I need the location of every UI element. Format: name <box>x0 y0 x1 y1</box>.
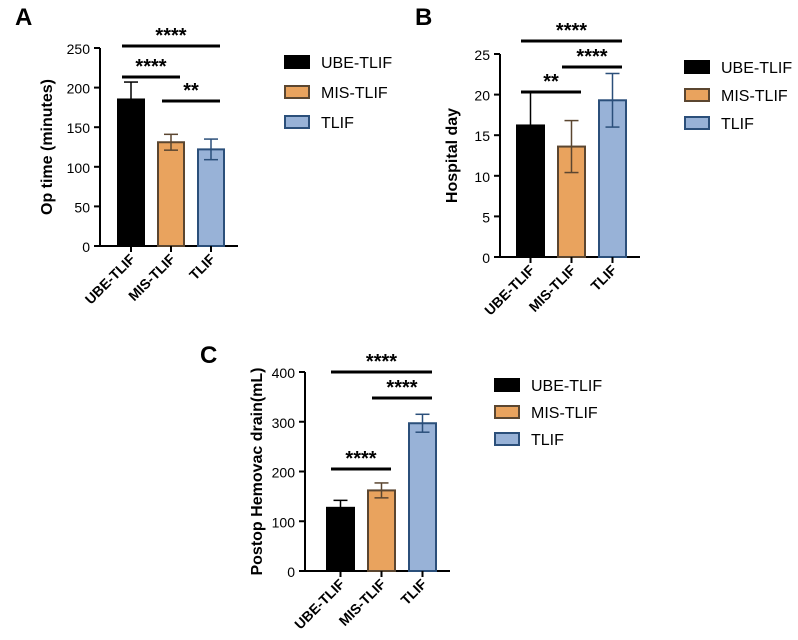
legend-label: MIS-TLIF <box>721 88 788 105</box>
y-axis-label: Hospital day <box>444 108 461 203</box>
significance-label: **** <box>345 448 376 470</box>
legend-swatch <box>284 115 310 129</box>
y-tick-label: 5 <box>482 209 490 225</box>
y-tick-label: 300 <box>272 415 296 431</box>
significance-label: **** <box>576 46 607 68</box>
bar <box>408 422 437 572</box>
legend-swatch <box>494 405 520 419</box>
legend-swatch <box>684 60 710 74</box>
panel-letter: A <box>15 4 32 31</box>
legend-label: UBE-TLIF <box>531 378 602 395</box>
legend-swatch <box>494 432 520 446</box>
y-axis-label: Postop Hemovac drain(mL) <box>249 367 266 575</box>
bar <box>197 148 225 248</box>
bar <box>367 489 396 572</box>
y-axis-label: Op time (minutes) <box>39 79 56 215</box>
chart-panel-c: C 0 100 200 300 400 Postop Hemovac drain(mL) UB… <box>200 342 602 632</box>
legend-swatch <box>684 116 710 130</box>
y-tick-label: 50 <box>74 199 90 215</box>
y-tick-label: 20 <box>474 88 490 104</box>
y-tick-label: 10 <box>474 169 490 185</box>
x-tick-label: TLIF <box>587 261 620 294</box>
significance-label: **** <box>556 20 587 42</box>
legend-swatch <box>284 85 310 99</box>
significance-label: **** <box>386 377 417 399</box>
legend-label: UBE-TLIF <box>721 60 792 77</box>
panel-letter: C <box>200 342 217 369</box>
significance-label: **** <box>155 25 186 47</box>
y-tick-label: 200 <box>272 465 296 481</box>
chart-panel-b: B 0 5 10 15 20 25 Hospital day UBE-TLIF MIS-TLIF T… <box>415 4 792 318</box>
y-tick-label: 250 <box>67 41 91 57</box>
legend-label: MIS-TLIF <box>531 405 598 422</box>
y-tick-label: 200 <box>67 81 91 97</box>
legend-label: TLIF <box>321 115 354 132</box>
legend-swatch <box>684 88 710 102</box>
x-tick-label: UBE-TLIF <box>291 575 348 632</box>
y-tick-label: 150 <box>67 120 91 136</box>
legend-label: TLIF <box>721 116 754 133</box>
y-tick-label: 0 <box>287 564 295 580</box>
bar <box>598 99 627 258</box>
x-tick-label: UBE-TLIF <box>481 261 538 318</box>
y-tick-label: 15 <box>474 128 490 144</box>
x-tick-label: TLIF <box>397 575 430 608</box>
significance-label: **** <box>366 351 397 373</box>
y-tick-label: 25 <box>474 47 490 63</box>
legend-label: UBE-TLIF <box>321 55 392 72</box>
bar <box>157 141 185 247</box>
legend-label: TLIF <box>531 432 564 449</box>
bar <box>117 98 145 248</box>
y-tick-label: 100 <box>272 514 296 530</box>
legend-label: MIS-TLIF <box>321 85 388 102</box>
legend-swatch <box>284 55 310 69</box>
significance-label: **** <box>135 56 166 78</box>
y-tick-label: 400 <box>272 365 296 381</box>
x-tick-label: TLIF <box>186 250 219 283</box>
y-tick-label: 0 <box>482 250 490 266</box>
legend-swatch <box>494 378 520 392</box>
chart-panel-a: A 0 50 100 150 200 250 Op time (minutes) UBE-TLI… <box>15 4 392 307</box>
significance-label: ** <box>543 71 559 93</box>
significance-label: ** <box>183 80 199 102</box>
y-tick-label: 100 <box>67 160 91 176</box>
y-tick-label: 0 <box>82 239 90 255</box>
panel-letter: B <box>415 4 432 31</box>
bar <box>326 506 355 573</box>
